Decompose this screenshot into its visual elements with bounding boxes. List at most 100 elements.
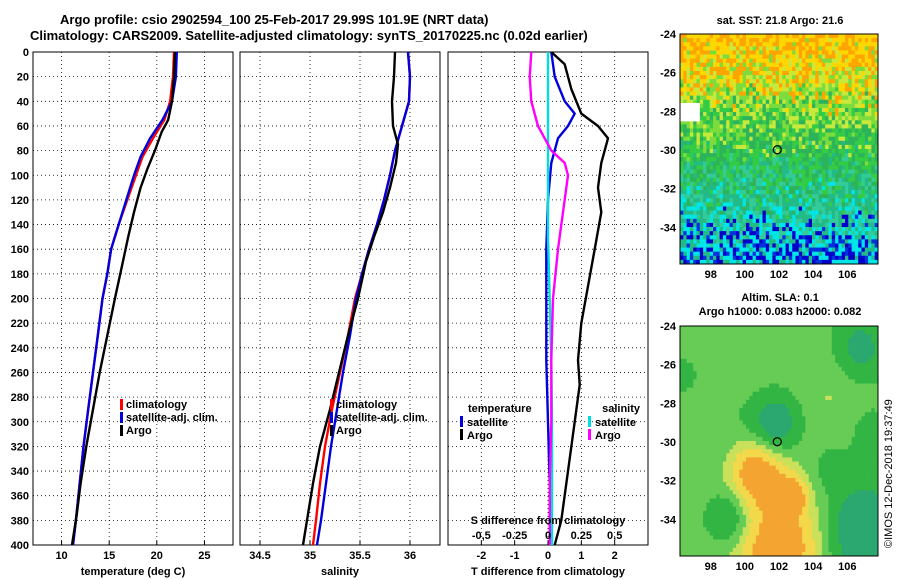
- imos-watermark: ©IMOS 12-Dec-2018 19:37:49: [883, 399, 895, 548]
- depth-tick-label: 180: [11, 269, 29, 281]
- temp-legend-label: Argo: [467, 430, 493, 442]
- argo-position-marker: [772, 437, 782, 447]
- sla-map-xtick-label: 104: [804, 561, 823, 573]
- temp-legend-swatch: [460, 416, 463, 427]
- difference-profile-series-salinity-satellite: [546, 52, 554, 545]
- sst-map-xtick-label: 98: [705, 269, 717, 281]
- salinity-profile-legend-swatch: [330, 412, 333, 423]
- sst-map-ytick-label: -32: [660, 184, 676, 196]
- sdiff-tick-label: 0.25: [571, 530, 592, 542]
- difference-profile-series-salinity-argo: [528, 51, 570, 545]
- sst-map-xtick-label: 104: [804, 269, 823, 281]
- difference-profile-xtick-label: 0: [545, 550, 551, 562]
- difference-profile-xtick-label: 1: [578, 550, 584, 562]
- salinity-profile-legend-swatch: [330, 425, 333, 436]
- depth-tick-label: 320: [11, 441, 29, 453]
- depth-tick-label: 260: [11, 367, 29, 379]
- depth-tick-label: 100: [11, 170, 29, 182]
- depth-tick-label: 120: [11, 195, 29, 207]
- temperature-profile-series-satellite-adj-clim-: [71, 51, 178, 546]
- temperature-profile-legend-label: Argo: [126, 425, 152, 437]
- sla-map-image: [680, 326, 879, 557]
- depth-tick-label: 20: [17, 72, 29, 84]
- salinity-profile-series-argo: [301, 51, 400, 546]
- sla-map-title-2: Argo h1000: 0.083 h2000: 0.082: [698, 306, 862, 318]
- salinity-profile-xtick-label: 34.5: [249, 550, 270, 562]
- sla-map-xtick-label: 106: [838, 561, 856, 573]
- argo-position-marker: [772, 145, 782, 155]
- depth-tick-label: 160: [11, 244, 29, 256]
- sla-map-xtick-label: 102: [770, 561, 788, 573]
- difference-profile-series-temperature-satellite: [545, 51, 576, 545]
- difference-profile-xtick-label: 2: [612, 550, 618, 562]
- depth-tick-label: 140: [11, 220, 29, 232]
- sst-land-gap: [680, 103, 700, 122]
- sla-map-xtick-label: 98: [705, 561, 717, 573]
- depth-tick-label: 0: [23, 47, 29, 59]
- sst-map-title: sat. SST: 21.8 Argo: 21.6: [716, 15, 844, 27]
- sdiff-tick-label: -0,5: [472, 530, 491, 542]
- temperature-profile-xtick-label: 10: [55, 550, 67, 562]
- sdiff-tick-label: 0: [545, 530, 551, 542]
- temperature-profile-legend-swatch: [120, 399, 123, 410]
- depth-tick-label: 400: [11, 540, 29, 552]
- salinity-profile-xtick-label: 35: [304, 550, 316, 562]
- salinity-profile-xtick-label: 35.5: [349, 550, 370, 562]
- temperature-profile-xlabel: temperature (deg C): [81, 566, 186, 578]
- temperature-profile-legend-swatch: [120, 425, 123, 436]
- sla-map-ytick-label: -34: [660, 514, 677, 526]
- temp-legend-title: temperature: [468, 403, 532, 415]
- temperature-profile-legend-swatch: [120, 412, 123, 423]
- depth-tick-label: 40: [17, 96, 29, 108]
- salinity-profile-xtick-label: 36: [404, 550, 416, 562]
- depth-tick-label: 340: [11, 466, 29, 478]
- sst-map-xtick-label: 100: [736, 269, 754, 281]
- sla-map-ytick-label: -24: [660, 321, 677, 333]
- sst-map-image: [680, 34, 879, 265]
- sst-map-frame: [679, 33, 879, 265]
- temperature-profile-legend-label: satellite-adj. clim.: [126, 412, 218, 424]
- depth-tick-label: 360: [11, 491, 29, 503]
- depth-tick-label: 80: [17, 146, 29, 158]
- sst-map-ytick-label: -28: [660, 106, 676, 118]
- depth-tick-label: 60: [17, 121, 29, 133]
- difference-profile-xtick-label: -2: [476, 550, 486, 562]
- depth-tick-label: 240: [11, 343, 29, 355]
- depth-tick-label: 220: [11, 318, 29, 330]
- sla-map-xtick-label: 100: [736, 561, 754, 573]
- depth-tick-label: 300: [11, 417, 29, 429]
- sdiff-tick-label: 0,5: [607, 530, 622, 542]
- difference-profile-xlabel: T difference from climatology: [471, 566, 626, 578]
- sal-legend-swatch: [588, 416, 591, 427]
- sal-legend-label: satellite: [595, 417, 636, 429]
- sal-legend-title: salinity: [602, 403, 641, 415]
- salinity-profile-frame: [239, 51, 441, 546]
- sla-map-ytick-label: -32: [660, 476, 676, 488]
- sdiff-tick-label: -0.25: [502, 530, 527, 542]
- header-line2: Climatology: CARS2009. Satellite-adjuste…: [30, 28, 588, 43]
- difference-profile-xtick-label: -1: [510, 550, 520, 562]
- sdiff-axis-label: S difference from climatology: [471, 515, 627, 527]
- sal-legend-swatch: [588, 429, 591, 440]
- sst-map-xtick-label: 102: [770, 269, 788, 281]
- sst-map-ytick-label: -26: [660, 68, 676, 80]
- temperature-profile-xtick-label: 15: [103, 550, 115, 562]
- temperature-profile-xtick-label: 20: [151, 550, 163, 562]
- temperature-profile-legend-label: climatology: [126, 399, 188, 411]
- sla-map-frame: [679, 325, 879, 557]
- sst-map-ytick-label: -24: [660, 29, 677, 41]
- salinity-profile-legend-label: satellite-adj. clim.: [336, 412, 428, 424]
- temperature-profile-frame: [32, 51, 234, 546]
- sla-map-ytick-label: -30: [660, 437, 676, 449]
- sla-map-ytick-label: -26: [660, 360, 676, 372]
- difference-profile-series-temperature-argo: [550, 51, 610, 546]
- sla-map-title-1: Altim. SLA: 0.1: [741, 292, 819, 304]
- temperature-profile-series-argo: [70, 51, 177, 546]
- salinity-profile-legend-label: climatology: [336, 399, 398, 411]
- temp-legend-label: satellite: [467, 417, 508, 429]
- sst-map-xtick-label: 106: [838, 269, 856, 281]
- depth-tick-label: 200: [11, 294, 29, 306]
- sst-map-ytick-label: -30: [660, 145, 676, 157]
- sal-legend-label: Argo: [595, 430, 621, 442]
